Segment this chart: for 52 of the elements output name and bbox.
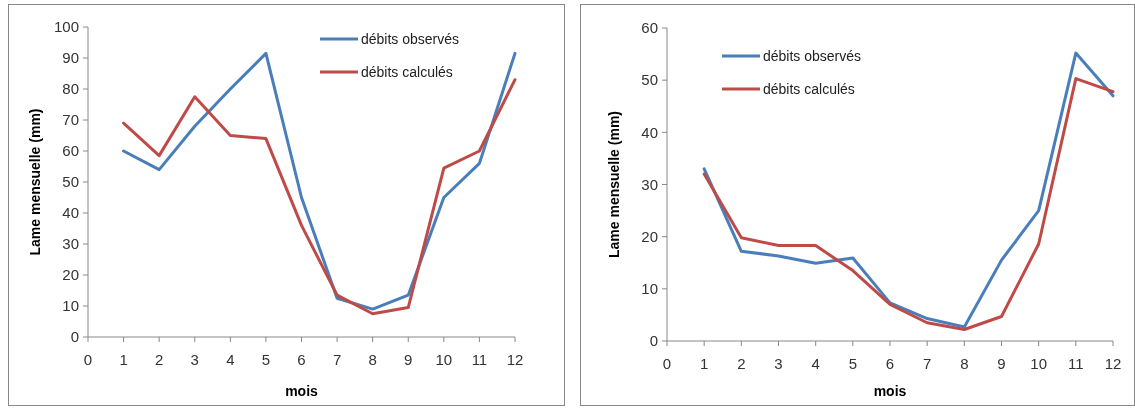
- x-tick-label: 10: [435, 351, 453, 368]
- y-tick-label: 10: [641, 280, 658, 298]
- x-tick-label: 1: [699, 355, 709, 372]
- x-tick-label: 8: [368, 351, 377, 368]
- legend-label: débits observés: [763, 47, 862, 64]
- x-tick-label: 1: [119, 351, 128, 368]
- legend-label: débits calculés: [361, 63, 453, 80]
- x-tick-label: 0: [83, 351, 93, 368]
- x-tick-label: 3: [774, 355, 783, 372]
- x-tick-label: 0: [662, 355, 672, 372]
- legend-label: débits calculés: [763, 80, 855, 97]
- x-axis-title: mois: [873, 383, 907, 399]
- x-tick-label: 6: [297, 351, 306, 368]
- y-tick-label: 30: [62, 235, 79, 253]
- y-tick-label: 0: [649, 332, 658, 350]
- x-tick-label: 9: [404, 351, 413, 368]
- legend-label: débits observés: [361, 30, 460, 47]
- y-tick-label: 70: [62, 111, 79, 129]
- y-tick-label: 40: [641, 123, 658, 141]
- x-tick-label: 12: [506, 351, 524, 368]
- x-tick-label: 8: [960, 355, 969, 372]
- x-tick-label: 4: [811, 355, 820, 372]
- y-tick-label: 20: [62, 266, 79, 284]
- y-axis-title: Lame mensuelle (mm): [606, 110, 622, 259]
- x-tick-label: 3: [190, 351, 199, 368]
- x-tick-label: 12: [1104, 355, 1122, 372]
- y-tick-label: 20: [641, 227, 658, 245]
- x-tick-label: 11: [1068, 355, 1084, 372]
- y-axis-title: Lame mensuelle (mm): [27, 108, 43, 256]
- y-tick-label: 50: [62, 173, 79, 191]
- x-tick-label: 9: [997, 355, 1006, 372]
- y-tick-label: 0: [70, 328, 79, 346]
- x-tick-label: 2: [154, 351, 164, 368]
- y-tick-label: 40: [62, 204, 79, 222]
- y-tick-label: 90: [62, 49, 79, 67]
- x-tick-label: 7: [332, 351, 342, 368]
- y-tick-label: 100: [53, 18, 79, 36]
- y-tick-label: 80: [62, 80, 79, 98]
- x-tick-label: 5: [261, 351, 271, 368]
- y-tick-label: 60: [62, 142, 79, 160]
- y-tick-label: 10: [62, 297, 79, 315]
- y-tick-label: 50: [641, 71, 658, 89]
- x-tick-label: 11: [471, 351, 488, 368]
- x-tick-label: 6: [885, 355, 895, 372]
- y-tick-label: 60: [641, 19, 658, 37]
- x-tick-label: 10: [1030, 355, 1048, 372]
- x-tick-label: 5: [848, 355, 858, 372]
- x-tick-label: 2: [737, 355, 746, 372]
- x-tick-label: 4: [226, 351, 235, 368]
- y-tick-label: 30: [641, 175, 658, 193]
- x-axis-title: mois: [285, 383, 319, 399]
- x-tick-label: 7: [922, 355, 932, 372]
